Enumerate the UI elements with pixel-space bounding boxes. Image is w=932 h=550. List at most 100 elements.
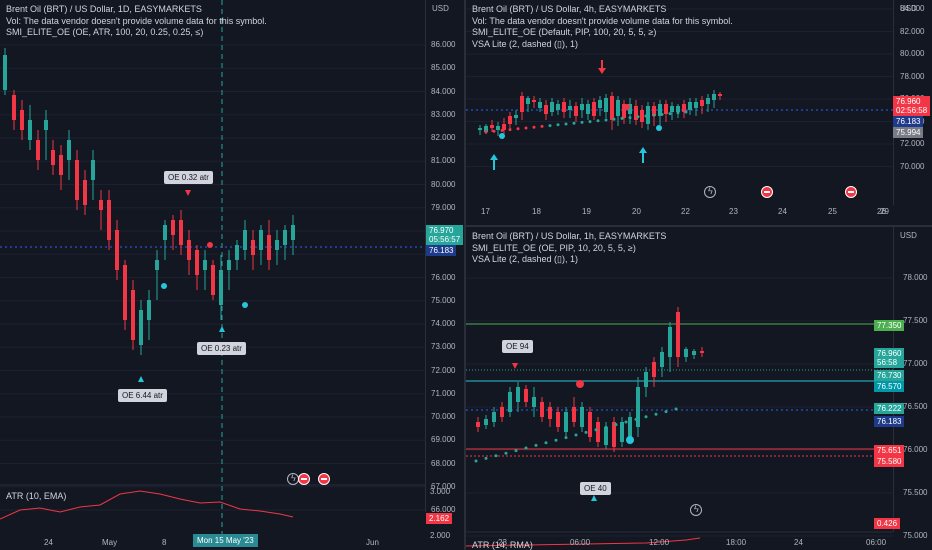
lightning-icon[interactable] bbox=[704, 186, 716, 198]
candle-body bbox=[628, 417, 632, 437]
candle-body bbox=[235, 245, 239, 260]
candle-body bbox=[99, 200, 103, 210]
candle-body bbox=[700, 100, 704, 106]
left-price-axis[interactable]: USD bbox=[425, 0, 464, 512]
br-tag-76570: 76.570 bbox=[874, 381, 905, 392]
bottom-right-chart-pane[interactable]: Brent Oil (BRT) / US Dollar, 1h, EASYMAR… bbox=[466, 227, 932, 550]
br-time-label: 06:00 bbox=[570, 538, 591, 547]
left-oe-note-1[interactable]: OE 0.32 atr bbox=[164, 171, 213, 184]
smi-dot bbox=[504, 451, 508, 455]
candle-body bbox=[676, 312, 680, 357]
left-oe-note-2[interactable]: OE 0.23 atr bbox=[197, 342, 246, 355]
left-legend-symbol[interactable]: Brent Oil (BRT) / US Dollar, 1D, EASYMAR… bbox=[6, 4, 202, 14]
flag-icon[interactable] bbox=[318, 473, 330, 485]
buy-arrow bbox=[219, 326, 225, 332]
candle-body bbox=[51, 150, 55, 165]
candle-body bbox=[187, 240, 191, 260]
flag-icon[interactable] bbox=[845, 186, 857, 198]
br-legend-symbol[interactable]: Brent Oil (BRT) / US Dollar, 1h, EASYMAR… bbox=[472, 231, 667, 241]
lightning-icon[interactable] bbox=[287, 473, 299, 485]
left-oe-note-3[interactable]: OE 6.44 atr bbox=[118, 389, 167, 402]
candle-body bbox=[155, 260, 159, 270]
top-right-chart-pane[interactable]: Brent Oil (BRT) / US Dollar, 4h, EASYMAR… bbox=[466, 0, 932, 225]
candle-body bbox=[610, 96, 614, 120]
candle-body bbox=[243, 230, 247, 250]
candle-body bbox=[508, 116, 512, 124]
smi-dot bbox=[664, 410, 668, 414]
smi-dot bbox=[614, 423, 618, 427]
candle-body bbox=[688, 102, 692, 110]
candle-body bbox=[622, 104, 626, 118]
br-legend-indicator[interactable]: SMI_ELITE_OE (OE, PIP, 10, 20, 5, 5, ≥) bbox=[472, 242, 636, 253]
br-legend-vsa[interactable]: VSA Lite (2, dashed (▯), 1) bbox=[472, 254, 579, 264]
smi-dot bbox=[494, 454, 498, 458]
atr-line bbox=[0, 490, 294, 520]
vertical-divider[interactable] bbox=[464, 0, 466, 550]
tr-legend-symbol[interactable]: Brent Oil (BRT) / US Dollar, 4h, EASYMAR… bbox=[472, 4, 667, 14]
candle-body bbox=[179, 220, 183, 245]
candle-body bbox=[664, 104, 668, 114]
candle-body bbox=[700, 351, 704, 353]
tr-legend-vsa[interactable]: VSA Lite (2, dashed (▯), 1) bbox=[472, 38, 579, 49]
left-legend-indicator[interactable]: SMI_ELITE_OE (OE, ATR, 100, 20, 0.25, 0.… bbox=[6, 27, 204, 37]
lightning-icon[interactable] bbox=[690, 504, 702, 516]
left-price-chart[interactable] bbox=[0, 0, 464, 550]
br-oe-note-40[interactable]: OE 40 bbox=[580, 482, 611, 495]
smi-dot bbox=[634, 417, 638, 421]
candle-body bbox=[496, 126, 500, 130]
left-crosshair-date: Mon 15 May '23 bbox=[193, 534, 258, 547]
candle-body bbox=[20, 110, 24, 130]
smi-dot bbox=[620, 116, 624, 120]
smi-dot bbox=[604, 425, 608, 429]
candle-body bbox=[612, 422, 616, 447]
tr-legend: Brent Oil (BRT) / US Dollar, 4h, EASYMAR… bbox=[472, 4, 733, 50]
tr-legend-indicator[interactable]: SMI_ELITE_OE (Default, PIP, 100, 20, 5, … bbox=[472, 27, 657, 37]
candle-body bbox=[598, 100, 602, 108]
tr-time-label: 22 bbox=[681, 207, 690, 216]
candle-body bbox=[718, 94, 722, 96]
candle-body bbox=[540, 402, 544, 417]
left-chart-pane[interactable]: Brent Oil (BRT) / US Dollar, 1D, EASYMAR… bbox=[0, 0, 464, 550]
left-price-tick: 84.000 bbox=[431, 86, 456, 96]
br-currency-label: USD bbox=[900, 231, 917, 240]
br-time-label: 06:00 bbox=[866, 538, 887, 547]
sell-arrow bbox=[512, 363, 518, 369]
candle-body bbox=[275, 240, 279, 250]
tr-time-label: 19 bbox=[582, 207, 591, 216]
candle-body bbox=[131, 290, 135, 340]
br-time-label: 18:00 bbox=[726, 538, 747, 547]
left-price-tick: 74.000 bbox=[431, 319, 456, 328]
smi-dot bbox=[474, 459, 478, 463]
smi-dot bbox=[556, 123, 560, 127]
left-atr-legend[interactable]: ATR (10, EMA) bbox=[6, 491, 67, 501]
left-x-label-jun: Jun bbox=[366, 538, 379, 547]
candle-body bbox=[580, 104, 584, 110]
smi-dot bbox=[514, 449, 518, 453]
buy-arrow bbox=[591, 495, 597, 501]
candle-body bbox=[634, 106, 638, 120]
left-legend-volume: Vol: The data vendor doesn't provide vol… bbox=[6, 15, 267, 26]
left-price-tick: 66.000 bbox=[431, 505, 456, 514]
br-atr-value-tag: 0.426 bbox=[874, 518, 901, 529]
left-price-tick: 80.000 bbox=[431, 179, 456, 189]
br-price-tick: 76.000 bbox=[903, 445, 928, 454]
flag-icon[interactable] bbox=[298, 473, 310, 485]
tr-price-chart[interactable] bbox=[466, 0, 932, 225]
candle-body bbox=[514, 115, 518, 118]
br-price-chart[interactable] bbox=[466, 227, 932, 550]
flag-icon[interactable] bbox=[761, 186, 773, 198]
candle-body bbox=[616, 100, 620, 116]
candle-body bbox=[267, 235, 271, 260]
smi-dot bbox=[644, 415, 648, 419]
smi-dot bbox=[654, 412, 658, 416]
horizontal-divider[interactable] bbox=[466, 225, 932, 227]
br-oe-note-94[interactable]: OE 94 bbox=[502, 340, 533, 353]
smi-dot bbox=[484, 130, 488, 134]
left-price-tick: 68.000 bbox=[431, 458, 456, 468]
smi-dot bbox=[564, 122, 568, 126]
br-atr-legend[interactable]: ATR (14, RMA) bbox=[472, 540, 533, 550]
br-tag-76222: 76.222 bbox=[874, 403, 905, 414]
candle-body bbox=[211, 265, 215, 295]
candle-body bbox=[524, 389, 528, 402]
left-x-label-24: 24 bbox=[44, 538, 53, 547]
